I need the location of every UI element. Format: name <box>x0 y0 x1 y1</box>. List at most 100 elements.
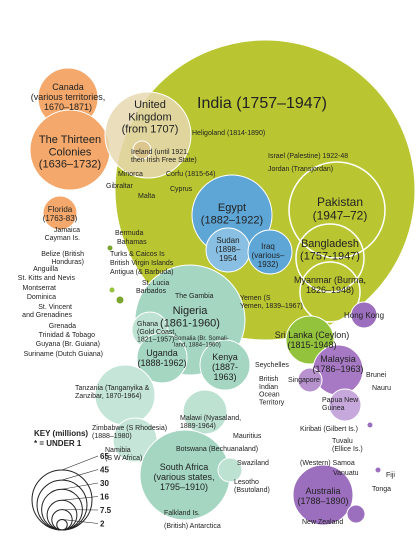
label-line: Turks & Caicos Is <box>110 251 165 258</box>
label-line: 1889-1964) <box>180 423 216 430</box>
label-line: Brunei <box>366 372 387 379</box>
key-note: * = UNDER 1 <box>34 439 82 448</box>
label-line: Zimbabwe (S Rhodesia) <box>92 425 167 432</box>
key-circle <box>46 499 78 531</box>
label: Malawi (Nyasaland, 1889-1964) <box>180 415 241 430</box>
key-leader <box>61 455 99 471</box>
label: Somalia (Br. Somali-land, 1884–1960) <box>174 336 229 349</box>
label: India (1757–1947) <box>197 95 327 112</box>
label-line: Australia <box>305 486 340 496</box>
label-line: Belize (British <box>41 251 84 258</box>
label-line: Antigua (& Barbuda) <box>110 269 173 276</box>
label: Tanzania (Tanganyika & Zanzibar, 1870-196… <box>75 385 150 400</box>
bubble-pakistan <box>288 161 386 259</box>
label-line: Bangladesh <box>301 238 359 250</box>
label: British Indian Ocean Territory <box>259 376 285 407</box>
label: Lesotho (Bsutoland) <box>234 479 270 494</box>
label: Seychelles <box>255 362 289 369</box>
key-value: 30 <box>100 479 109 488</box>
label: Belize (British Honduras) <box>41 251 84 266</box>
label: Cyprus <box>170 186 193 193</box>
bubble-malawi <box>182 389 228 435</box>
label-line: Gibraltar <box>106 183 134 190</box>
label: Singapore <box>288 377 320 384</box>
label-line: Ireland (until 1921, <box>131 149 189 156</box>
label: Ghana (Gold Coast, 1821–1957) <box>137 321 176 344</box>
label-line: Hong Kong <box>344 311 384 320</box>
key-value: 65 <box>100 452 109 461</box>
key-leader <box>61 482 99 490</box>
label: Grenada <box>49 323 76 330</box>
bubble-iraq <box>247 229 293 275</box>
label-line: (1636–1732) <box>39 159 101 171</box>
label-line: (Bsutoland) <box>234 487 270 494</box>
label-line: Suriname (Dutch Guiana) <box>24 351 103 358</box>
label: Dominica <box>27 294 56 301</box>
label-line: (1757-1947) <box>300 250 360 262</box>
label: Bangladesh (1757-1947) <box>300 238 360 262</box>
dot <box>106 244 114 252</box>
label-line: 1932) <box>258 260 279 269</box>
label-line: Tonga <box>372 486 391 493</box>
label-line: Zanzibar, 1870-1964) <box>75 393 142 400</box>
label: Ireland (until 1921, then Irish Free Stat… <box>131 149 197 164</box>
label-line: Malta <box>138 193 155 200</box>
label-line: Yemen (S <box>240 295 271 302</box>
key: KEY (millions) * = UNDER 1 65 45 30 16 7.5 2 <box>31 429 112 531</box>
label-line: (1888–1980) <box>92 433 132 440</box>
label-line: Pakistan <box>317 195 363 209</box>
label-line: 1670–1871) <box>44 102 92 112</box>
label-line: (from 1707) <box>122 124 179 136</box>
label: St. Kitts and Nevis <box>18 275 76 282</box>
label-line: Tanzania (Tanganyika & <box>75 385 150 392</box>
bubble-bangladesh <box>295 223 365 293</box>
label-line: Grenada <box>49 323 76 330</box>
dot <box>108 286 116 294</box>
key-leader <box>61 496 99 501</box>
label-line: Botswana (Bechuanaland) <box>176 446 258 453</box>
label-line: Lesotho <box>234 479 259 486</box>
label: Australia (1788–1890) <box>297 486 348 506</box>
key-value: 16 <box>100 493 109 502</box>
label-line: (1861-1960) <box>160 317 220 329</box>
label: South Africa (various states, 1795–1910) <box>153 462 214 492</box>
label-line: 1821–1957) <box>137 337 174 344</box>
label-line: Sudan <box>216 236 239 245</box>
label: Mauritius <box>233 433 262 440</box>
label-line: Sri Lanka (Ceylon) <box>275 330 350 340</box>
label: Iraq (various– 1932) <box>252 242 285 269</box>
label: Malaysia (1786–1963) <box>312 354 363 374</box>
label-line: Vanuatu <box>333 470 359 477</box>
label: United Kingdom (from 1707) <box>122 99 179 136</box>
label: Uganda (1888-1962) <box>137 348 186 368</box>
label-line: (1786–1963) <box>312 364 363 374</box>
label: Anguilla <box>33 266 58 273</box>
label: Turks & Caicos Is <box>110 251 165 258</box>
label: Corfu (1815-64) <box>166 171 215 178</box>
label-line: Myanmar (Burma, <box>294 275 366 285</box>
bubble-ireland <box>132 140 152 160</box>
label-line: Heligoland (1814-1890) <box>192 130 265 137</box>
key-value: 45 <box>100 466 109 475</box>
label-line: Bahamas <box>117 239 147 246</box>
label: Gibraltar <box>106 183 134 190</box>
key-circle <box>56 518 68 531</box>
label: Fiji <box>386 472 395 479</box>
label-line: Seychelles <box>255 362 289 369</box>
label-line: Minorca <box>118 171 143 178</box>
label: Pakistan (1947–72) <box>313 195 368 222</box>
label-line: 1954 <box>219 254 237 263</box>
label-line: Guyana (Br. Guiana) <box>36 341 100 348</box>
label-line: Cyprus <box>170 186 193 193</box>
label: The Thirteen Colonies (1636–1732) <box>39 134 101 171</box>
label-line: (Ellice Is.) <box>332 446 363 453</box>
label-line: Namibia <box>105 447 131 454</box>
label-line: Somalia (Br. Somali- <box>174 336 229 342</box>
label: Minorca <box>118 171 143 178</box>
label: British Virgin Islands <box>110 260 174 267</box>
label-line: Iraq <box>261 242 275 251</box>
label: Canada (various territories, 1670–1871) <box>31 82 106 112</box>
label-line: (various– <box>252 251 285 260</box>
labels: Canada (various territories, 1670–1871) Th… <box>18 82 396 530</box>
label: Heligoland (1814-1890) <box>192 130 265 137</box>
